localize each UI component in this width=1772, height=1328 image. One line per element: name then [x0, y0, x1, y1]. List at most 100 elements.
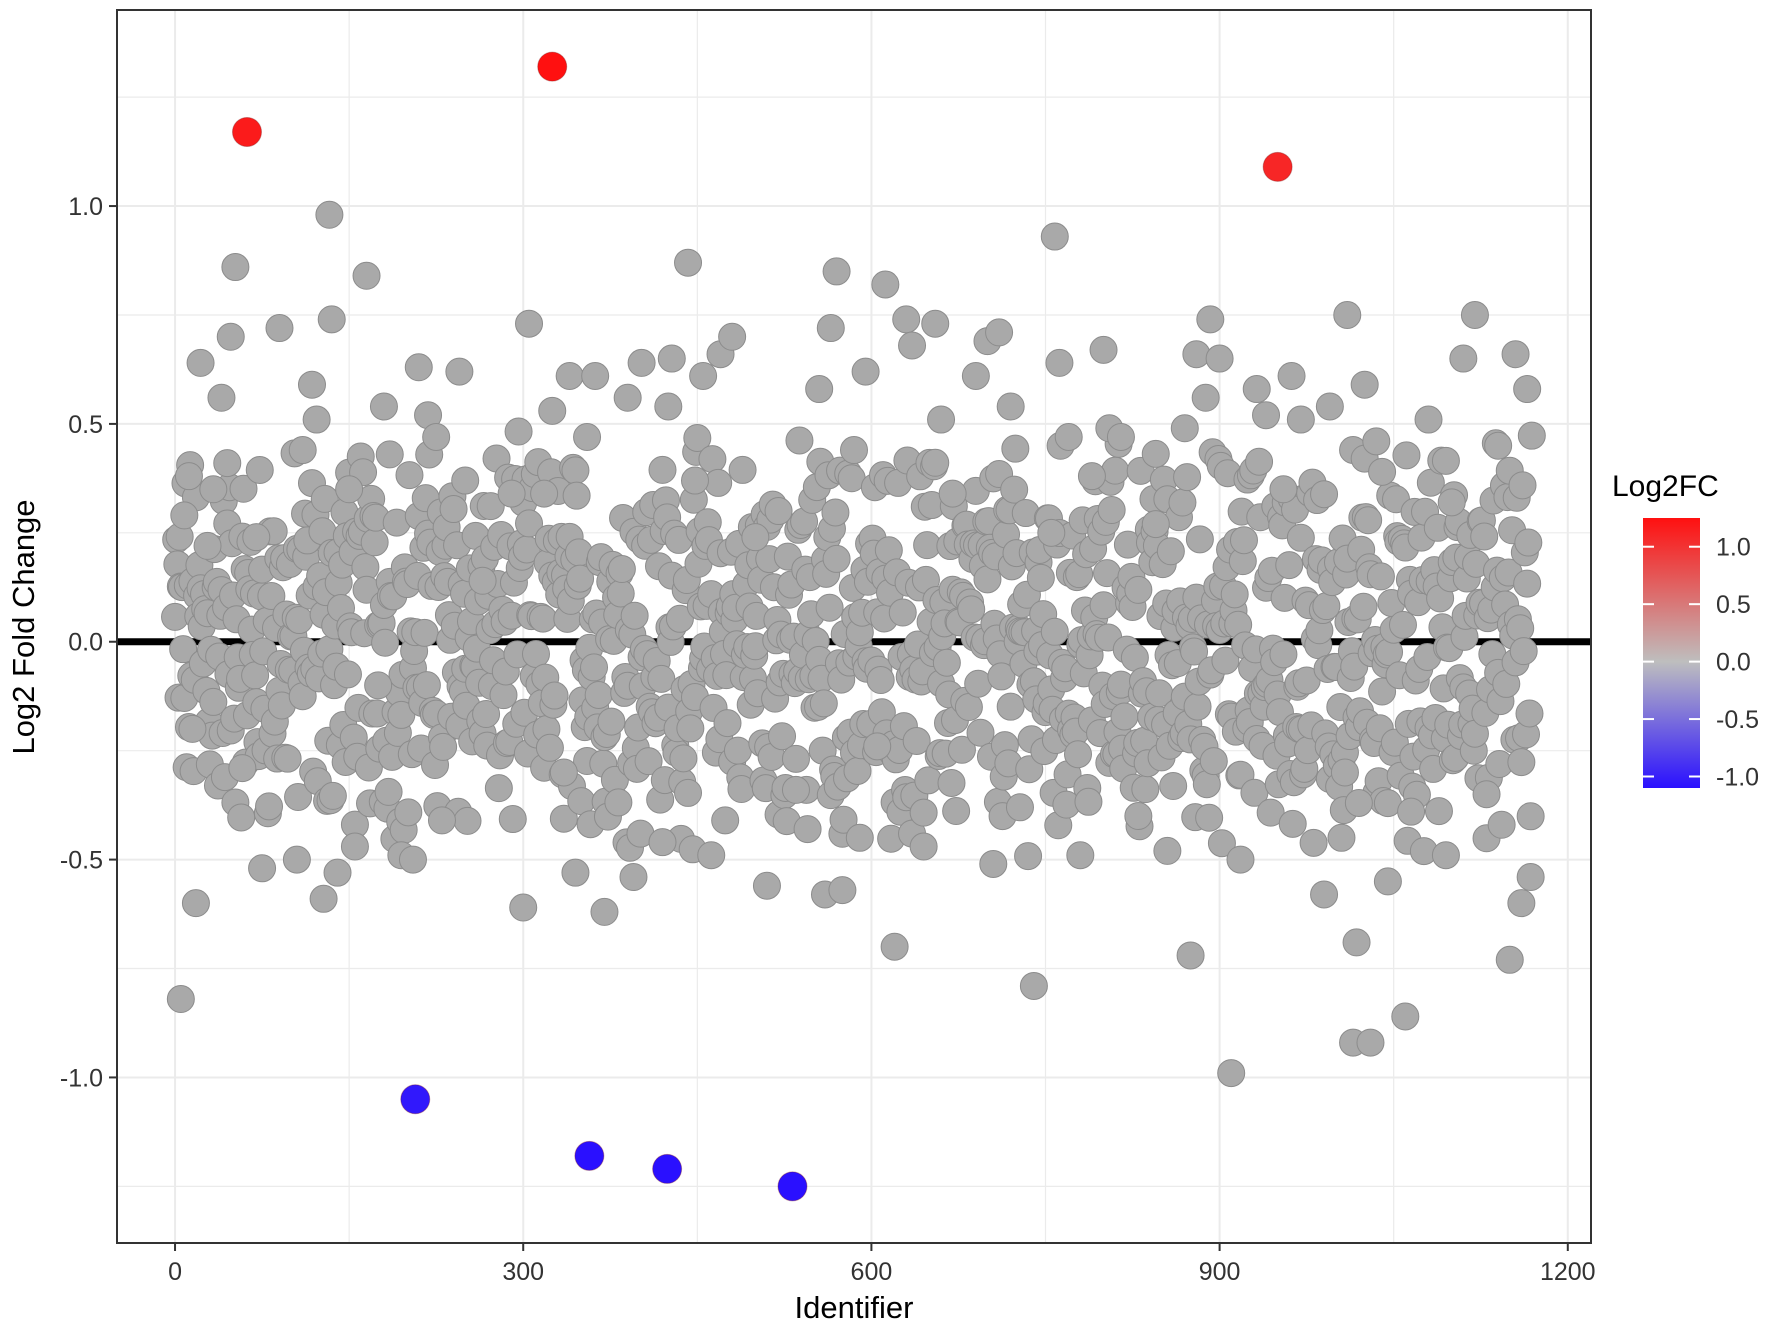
- data-point: [1124, 575, 1153, 604]
- data-point: [665, 604, 694, 633]
- data-point: [484, 774, 513, 803]
- data-point: [1173, 463, 1202, 492]
- data-point: [1097, 496, 1126, 525]
- data-point: [472, 700, 501, 729]
- data-point: [573, 422, 602, 451]
- x-tick-label: 900: [1199, 1258, 1241, 1286]
- data-point: [1286, 523, 1315, 552]
- data-point: [604, 788, 633, 817]
- data-point: [654, 392, 683, 421]
- data-point: [1275, 551, 1304, 580]
- data-point: [404, 353, 433, 382]
- data-point: [1397, 797, 1426, 826]
- data-point: [698, 445, 727, 474]
- data-point: [1015, 755, 1044, 784]
- data-point: [1431, 446, 1460, 475]
- data-point: [1077, 462, 1106, 491]
- data-point: [1515, 699, 1544, 728]
- data-point: [718, 322, 747, 351]
- data-point: [1217, 1059, 1246, 1088]
- data-point: [241, 661, 270, 690]
- x-axis: 0 300 600 900 1200: [168, 1243, 1596, 1286]
- data-point: [498, 805, 527, 834]
- data-point: [216, 322, 245, 351]
- data-point: [1373, 867, 1402, 896]
- data-point: [764, 497, 793, 526]
- data-point: [309, 884, 338, 913]
- data-point: [1472, 780, 1501, 809]
- data-point: [1183, 692, 1212, 721]
- data-point: [816, 314, 845, 343]
- data-point: [829, 805, 858, 834]
- data-point: [1191, 383, 1220, 412]
- data-point: [213, 449, 242, 478]
- data-point: [781, 775, 810, 804]
- data-point: [335, 475, 364, 504]
- data-point: [1131, 775, 1160, 804]
- y-tick-label: -1.0: [60, 1064, 103, 1092]
- data-point: [697, 841, 726, 870]
- legend-colorbar: Log2FC 1.0 0.5 0.0 -0.5 -1.0: [1612, 470, 1759, 792]
- data-point: [1211, 646, 1240, 675]
- data-point: [1089, 335, 1118, 364]
- data-point: [619, 863, 648, 892]
- data-point: [530, 479, 559, 508]
- data-point: [315, 200, 344, 229]
- data-point: [228, 754, 257, 783]
- data-point: [921, 448, 950, 477]
- data-point: [1354, 506, 1383, 535]
- data-point: [1106, 422, 1135, 451]
- data-point: [561, 858, 590, 887]
- data-point: [1180, 637, 1209, 666]
- data-point: [1159, 771, 1188, 800]
- data-point: [815, 593, 844, 622]
- data-point: [927, 405, 956, 434]
- data-point: [561, 456, 590, 485]
- data-point: [902, 726, 931, 755]
- data-point: [504, 417, 533, 446]
- data-point: [821, 498, 850, 527]
- data-point: [242, 523, 271, 552]
- data-point: [1000, 475, 1029, 504]
- data-point: [265, 314, 294, 343]
- data-point: [170, 501, 199, 530]
- highlighted-point: [400, 1084, 431, 1115]
- data-point: [1350, 370, 1379, 399]
- data-point: [535, 733, 564, 762]
- data-point: [1517, 421, 1546, 450]
- highlighted-point: [537, 51, 568, 82]
- y-tick-label: 0.0: [68, 629, 103, 657]
- data-point: [497, 479, 526, 508]
- data-point: [689, 361, 718, 390]
- data-point: [1185, 525, 1214, 554]
- data-point: [229, 474, 258, 503]
- data-point: [627, 348, 656, 377]
- data-point: [1344, 788, 1373, 817]
- data-point: [979, 849, 1008, 878]
- data-point: [395, 461, 424, 490]
- data-point: [1501, 340, 1530, 369]
- data-point: [1229, 526, 1258, 555]
- data-point: [1089, 591, 1118, 620]
- data-point: [898, 331, 927, 360]
- data-point: [1176, 941, 1205, 970]
- data-point: [1199, 747, 1228, 776]
- data-point: [914, 766, 943, 795]
- data-point: [174, 462, 203, 491]
- data-point: [369, 392, 398, 421]
- data-point: [1487, 810, 1516, 839]
- data-point: [1120, 643, 1149, 672]
- data-point: [1513, 569, 1542, 598]
- data-point: [1356, 1028, 1385, 1057]
- data-point: [1256, 798, 1285, 827]
- data-point: [932, 648, 961, 677]
- data-point: [1414, 405, 1443, 434]
- colorbar-tick-label: -0.5: [1716, 706, 1759, 734]
- data-point: [937, 768, 966, 797]
- data-point: [1170, 414, 1199, 443]
- data-point: [793, 815, 822, 844]
- data-point: [562, 481, 591, 510]
- data-point: [1449, 344, 1478, 373]
- data-point: [193, 531, 222, 560]
- data-point: [942, 797, 971, 826]
